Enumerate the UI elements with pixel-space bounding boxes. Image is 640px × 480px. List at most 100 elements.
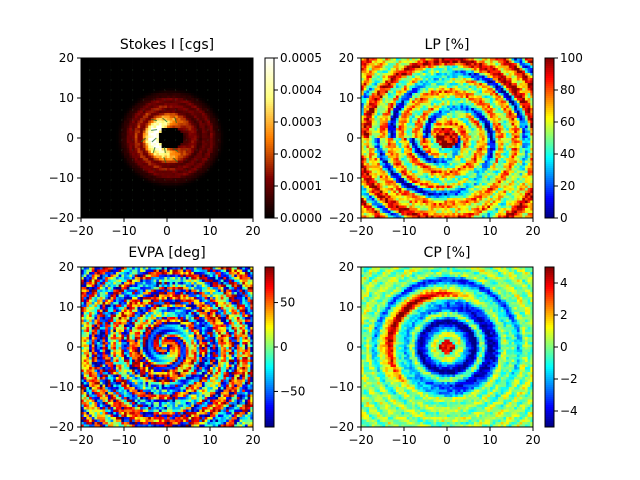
heatmap-cell bbox=[134, 125, 138, 129]
heatmap-cell bbox=[185, 60, 189, 64]
x-tick-label: 20 bbox=[245, 224, 260, 238]
heatmap-cell bbox=[231, 190, 235, 194]
heatmap-cell bbox=[129, 123, 133, 126]
heatmap-cell bbox=[97, 123, 101, 126]
heatmap-cell bbox=[91, 203, 95, 206]
heatmap-cell bbox=[148, 173, 152, 176]
heatmap-cell bbox=[156, 190, 160, 194]
heatmap-cell bbox=[121, 213, 125, 216]
heatmap-cell bbox=[244, 135, 248, 139]
heatmap-cell bbox=[196, 135, 200, 139]
heatmap-cell bbox=[115, 190, 119, 194]
heatmap-cell bbox=[244, 195, 248, 199]
heatmap-cell bbox=[121, 130, 125, 134]
heatmap-cell bbox=[150, 210, 154, 214]
heatmap-cell bbox=[412, 60, 416, 64]
heatmap-cell bbox=[81, 83, 85, 86]
heatmap-cell bbox=[471, 68, 475, 71]
heatmap-cell bbox=[145, 148, 149, 151]
heatmap-cell bbox=[83, 85, 87, 89]
heatmap-cell bbox=[142, 158, 146, 161]
heatmap-cell bbox=[223, 165, 227, 169]
heatmap-cell bbox=[191, 188, 195, 191]
heatmap-cell bbox=[150, 158, 154, 161]
heatmap-cell bbox=[124, 88, 128, 91]
heatmap-cell bbox=[193, 183, 197, 186]
heatmap-cell bbox=[81, 78, 85, 81]
heatmap-cell bbox=[99, 158, 103, 161]
heatmap-cell bbox=[89, 188, 93, 191]
heatmap-cell bbox=[180, 198, 184, 201]
heatmap-cell bbox=[244, 108, 248, 111]
heatmap-cell bbox=[247, 58, 251, 61]
heatmap-cell bbox=[228, 78, 232, 81]
heatmap-cell bbox=[425, 60, 429, 64]
heatmap-cell bbox=[218, 118, 222, 121]
heatmap-cell bbox=[172, 215, 176, 219]
heatmap-cell bbox=[228, 63, 232, 66]
heatmap-cell bbox=[161, 70, 165, 74]
heatmap-cell bbox=[226, 83, 230, 86]
heatmap-cell bbox=[102, 203, 106, 206]
heatmap-cell bbox=[172, 155, 176, 159]
heatmap-cell bbox=[172, 60, 176, 64]
heatmap-cell bbox=[97, 120, 101, 124]
evpa-tick bbox=[153, 69, 155, 71]
heatmap-cell bbox=[250, 180, 254, 184]
heatmap-cell bbox=[89, 95, 93, 99]
heatmap-cell bbox=[196, 183, 200, 186]
heatmap-cell bbox=[476, 58, 480, 61]
heatmap-cell bbox=[447, 63, 451, 66]
heatmap-cell bbox=[97, 60, 101, 64]
heatmap-cell bbox=[140, 85, 144, 89]
heatmap-cell bbox=[201, 180, 205, 184]
heatmap-cell bbox=[124, 125, 128, 129]
heatmap-cell bbox=[215, 165, 219, 169]
heatmap-cell bbox=[250, 63, 254, 66]
colorbar-segment bbox=[265, 128, 274, 131]
heatmap-cell bbox=[102, 103, 106, 106]
heatmap-cell bbox=[177, 165, 181, 169]
heatmap-cell bbox=[161, 158, 165, 161]
heatmap-cell bbox=[107, 185, 111, 189]
heatmap-cell bbox=[196, 200, 200, 204]
heatmap-cell bbox=[412, 78, 416, 81]
heatmap-cell bbox=[196, 103, 200, 106]
heatmap-cell bbox=[164, 135, 168, 139]
heatmap-cell bbox=[452, 70, 456, 74]
heatmap-cell bbox=[153, 170, 157, 174]
heatmap-cell bbox=[244, 148, 248, 151]
heatmap-cell bbox=[387, 58, 391, 61]
heatmap-cell bbox=[175, 105, 179, 109]
heatmap-cell bbox=[167, 103, 171, 106]
heatmap-cell bbox=[102, 75, 106, 79]
heatmap-cell bbox=[223, 160, 227, 164]
heatmap-cell bbox=[433, 60, 437, 64]
heatmap-cell bbox=[145, 103, 149, 106]
heatmap-cell bbox=[94, 178, 98, 181]
heatmap-cell bbox=[180, 133, 184, 136]
heatmap-cell bbox=[180, 168, 184, 171]
heatmap-cell bbox=[223, 105, 227, 109]
heatmap-cell bbox=[91, 195, 95, 199]
heatmap-cell bbox=[140, 213, 144, 216]
heatmap-cell bbox=[220, 143, 224, 146]
heatmap-cell bbox=[97, 68, 101, 71]
colorbar-segment bbox=[265, 130, 274, 133]
heatmap-cell bbox=[89, 168, 93, 171]
heatmap-cell bbox=[191, 75, 195, 79]
heatmap-cell bbox=[132, 98, 136, 101]
heatmap-cell bbox=[107, 58, 111, 61]
heatmap-cell bbox=[175, 148, 179, 151]
heatmap-cell bbox=[212, 165, 216, 169]
heatmap-cell bbox=[161, 205, 165, 209]
heatmap-cell bbox=[465, 63, 469, 66]
heatmap-cell bbox=[172, 103, 176, 106]
heatmap-cell bbox=[527, 68, 531, 71]
heatmap-cell bbox=[126, 163, 130, 166]
heatmap-cell bbox=[457, 58, 461, 61]
heatmap-cell bbox=[220, 90, 224, 94]
heatmap-cell bbox=[150, 93, 154, 96]
heatmap-cell bbox=[191, 123, 195, 126]
heatmap-cell bbox=[215, 175, 219, 179]
